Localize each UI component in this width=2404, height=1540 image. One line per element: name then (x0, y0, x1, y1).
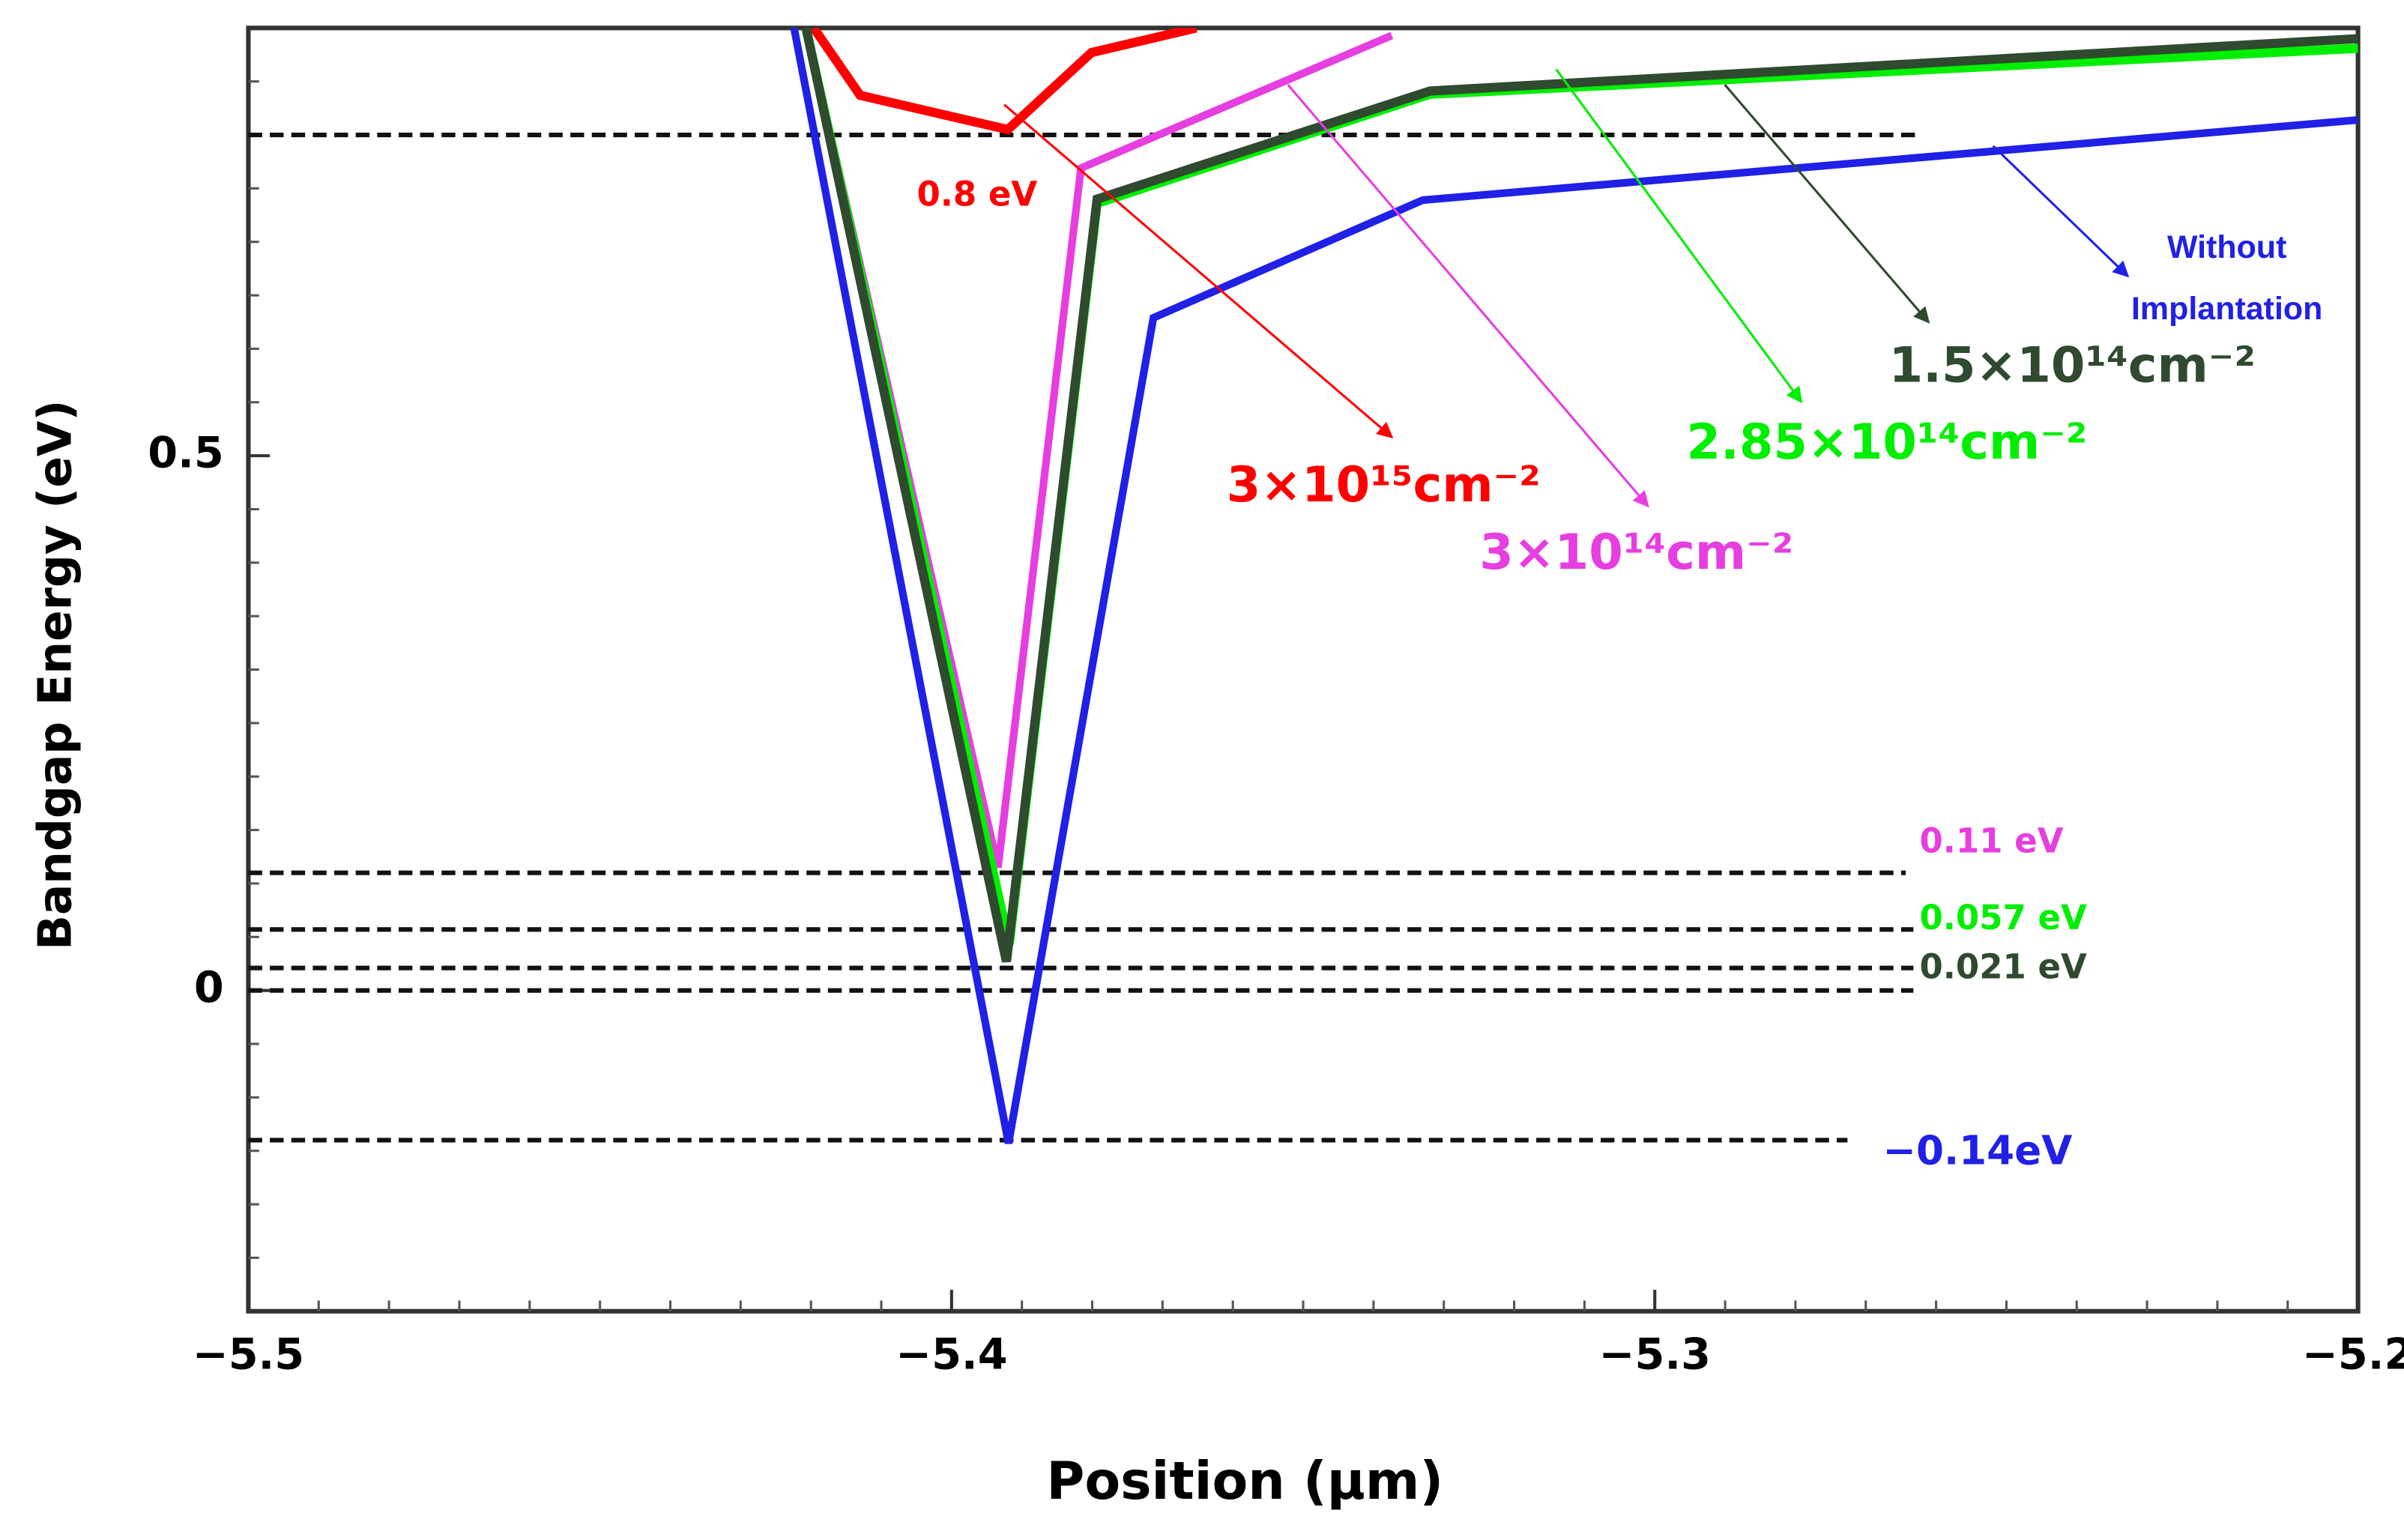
series-label: 3×10¹⁵cm⁻² (1227, 456, 1541, 513)
x-tick-label: −5.4 (896, 1329, 1007, 1380)
annotation-arrow (1992, 145, 2130, 278)
y-axis-label: Bandgap Energy (eV) (28, 400, 82, 950)
reference-label: −0.14eV (1882, 1128, 2072, 1174)
series-label: 1.5×10¹⁴cm⁻² (1889, 337, 2256, 394)
annotation-arrow (1724, 84, 1930, 324)
series-label-box: Without Implantation (2130, 230, 2323, 327)
x-tick-label: −5.2 (2302, 1329, 2404, 1380)
reference-label: 0.8 eV (916, 174, 1037, 214)
reference-label: 0.057 eV (1919, 898, 2087, 937)
x-axis-label: Position (μm) (1046, 1451, 1443, 1512)
series-line (809, 28, 1198, 135)
x-tick-label: −5.3 (1599, 1329, 1711, 1380)
series-label: 2.85×10¹⁴cm⁻² (1687, 414, 2088, 471)
reference-label: 0.021 eV (1919, 947, 2087, 987)
series-line (801, 28, 2358, 963)
plot-area (790, 28, 2358, 1144)
reference-label: 0.11 eV (1919, 821, 2063, 861)
y-tick-label: 0 (194, 962, 224, 1012)
series-label: Without Implantation (2130, 230, 2323, 327)
series-label: 3×10¹⁴cm⁻² (1479, 524, 1793, 581)
x-tick-label: −5.5 (193, 1329, 304, 1380)
annotation-arrow (1003, 103, 1394, 438)
series-line (790, 28, 2358, 1144)
annotation-arrow (1555, 68, 1803, 404)
y-tick-label: 0.5 (148, 428, 223, 478)
annotation-arrow (1287, 84, 1649, 508)
